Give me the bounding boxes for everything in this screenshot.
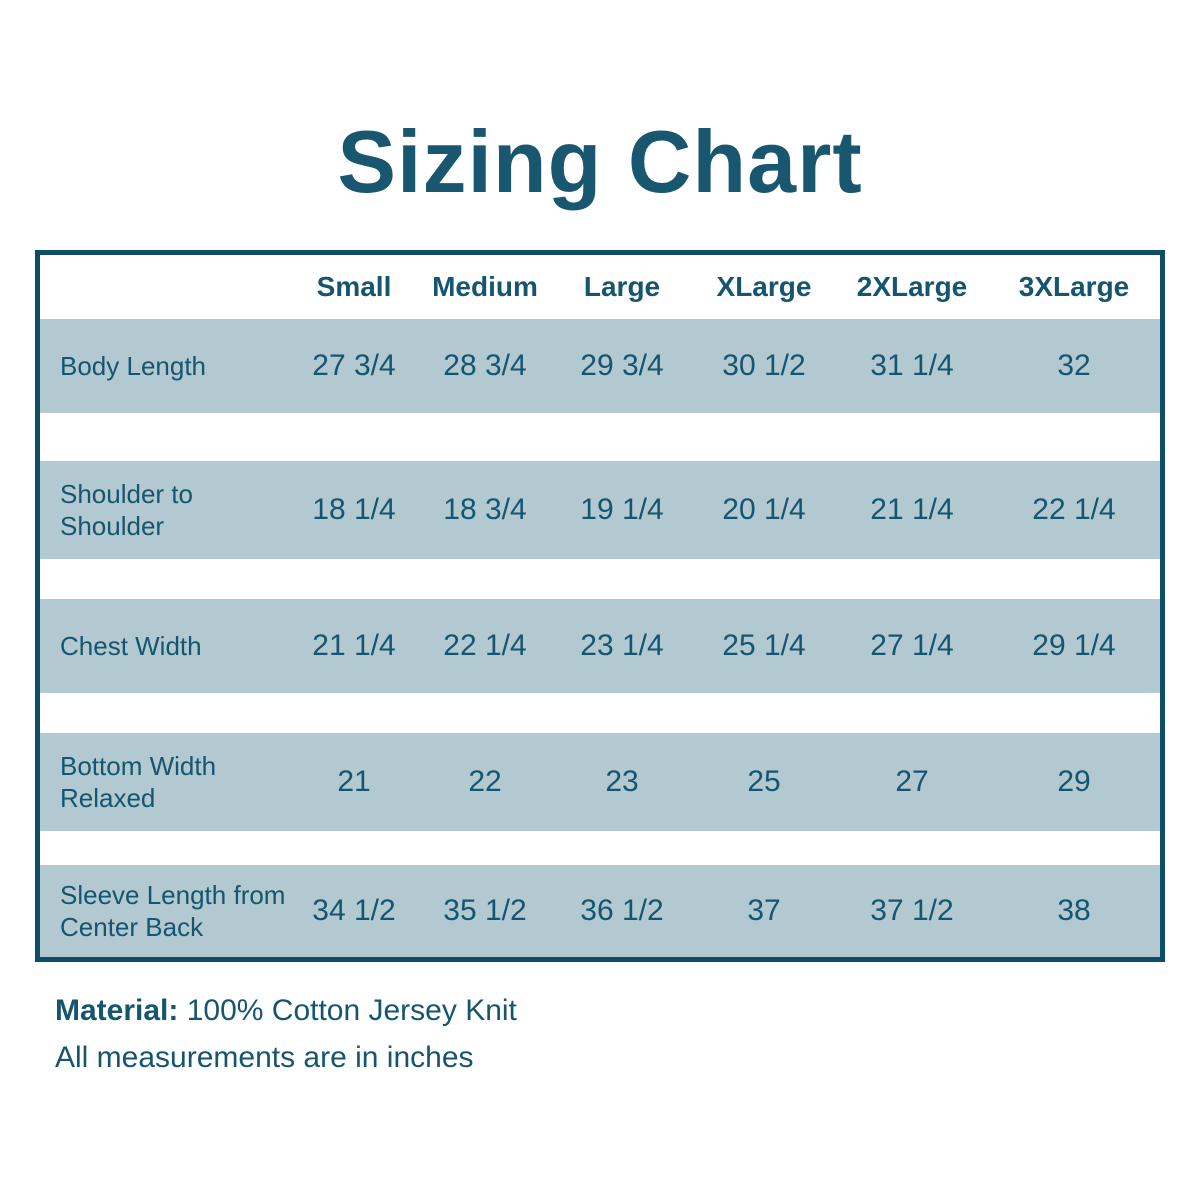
material-label: Material:: [55, 994, 179, 1027]
table-row-body-length: Body Length 27 3/4 28 3/4 29 3/4 30 1/2 …: [40, 319, 1160, 413]
row-label: Shoulder to Shoulder: [60, 478, 193, 542]
row-label: Sleeve Length from Center Back: [60, 879, 286, 943]
table-cell: 23: [605, 765, 639, 798]
column-header-2xlarge: 2XLarge: [856, 271, 968, 302]
table-cell: 23 1/4: [580, 629, 664, 662]
table-cell: 21 1/4: [870, 493, 954, 526]
row-spacer: [40, 559, 1160, 599]
table-cell: 27: [895, 765, 929, 798]
table-cell: 21 1/4: [312, 629, 396, 662]
row-label: Chest Width: [60, 630, 202, 661]
column-header-3xlarge: 3XLarge: [1018, 271, 1130, 302]
table-cell: 38: [1057, 894, 1091, 927]
table-cell: 18 3/4: [443, 493, 527, 526]
table-cell: 22: [468, 765, 502, 798]
table-header-row: Small Medium Large XLarge 2XLarge 3XLarg…: [40, 255, 1160, 319]
row-spacer: [40, 693, 1160, 733]
sizing-table: Small Medium Large XLarge 2XLarge 3XLarg…: [35, 250, 1165, 962]
column-header-large: Large: [583, 271, 661, 302]
table-cell: 29 1/4: [1032, 629, 1116, 662]
material-note: Material: 100% Cotton Jersey Knit: [55, 988, 1165, 1035]
table-cell: 31 1/4: [870, 349, 954, 382]
column-header-medium: Medium: [432, 271, 538, 302]
table-cell: 29 3/4: [580, 349, 664, 382]
table-cell: 20 1/4: [722, 493, 806, 526]
table-cell: 29: [1057, 765, 1091, 798]
table-cell: 35 1/2: [443, 894, 527, 927]
table-cell: 37 1/2: [870, 894, 954, 927]
footer-notes: Material: 100% Cotton Jersey Knit All me…: [55, 988, 1165, 1081]
row-spacer: [40, 831, 1160, 865]
row-label: Bottom Width Relaxed: [60, 750, 217, 814]
table-row-bottom-width-relaxed: Bottom Width Relaxed 21 22 23 25 27 29: [40, 733, 1160, 831]
page-title: Sizing Chart: [337, 112, 863, 211]
table-cell: 18 1/4: [312, 493, 396, 526]
measurements-note: All measurements are in inches: [55, 1040, 474, 1074]
column-header-xlarge: XLarge: [716, 271, 812, 302]
table-cell: 27 1/4: [870, 629, 954, 662]
table-cell: 21: [337, 765, 371, 798]
table-cell: 28 3/4: [443, 349, 527, 382]
table-cell: 22 1/4: [443, 629, 527, 662]
table-cell: 30 1/2: [722, 349, 806, 382]
table-cell: 27 3/4: [312, 349, 396, 382]
table-cell: 37: [747, 894, 781, 927]
table-cell: 25 1/4: [722, 629, 806, 662]
row-label: Body Length: [60, 350, 207, 381]
table-cell: 34 1/2: [312, 894, 396, 927]
row-spacer: [40, 413, 1160, 461]
column-header-small: Small: [316, 271, 392, 302]
table-cell: 32: [1057, 349, 1091, 382]
table-cell: 36 1/2: [580, 894, 664, 927]
material-value: 100% Cotton Jersey Knit: [178, 994, 517, 1027]
table-row-sleeve-length: Sleeve Length from Center Back 34 1/2 35…: [40, 865, 1160, 957]
table-cell: 19 1/4: [580, 493, 664, 526]
table-row-chest-width: Chest Width 21 1/4 22 1/4 23 1/4 25 1/4 …: [40, 599, 1160, 693]
table-cell: 25: [747, 765, 781, 798]
table-row-shoulder-to-shoulder: Shoulder to Shoulder 18 1/4 18 3/4 19 1/…: [40, 461, 1160, 559]
table-cell: 22 1/4: [1032, 493, 1116, 526]
